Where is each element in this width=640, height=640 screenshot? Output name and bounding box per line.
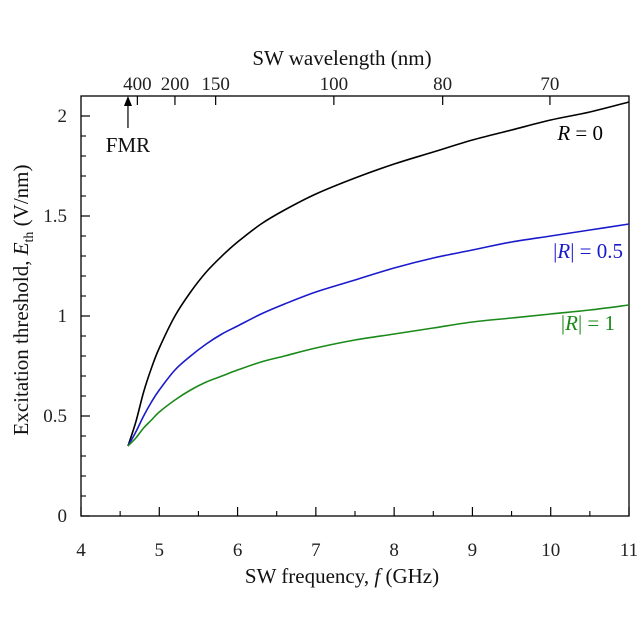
top-tick-label: 150 bbox=[201, 74, 230, 95]
y-tick-label: 1 bbox=[58, 306, 68, 327]
x-tick-label: 9 bbox=[468, 540, 478, 561]
top-tick-label: 100 bbox=[320, 74, 349, 95]
plot-frame bbox=[80, 95, 630, 517]
x-tick-label: 7 bbox=[311, 540, 321, 561]
x-tick-label: 10 bbox=[541, 540, 560, 561]
top-tick-label: 400 bbox=[123, 74, 152, 95]
bottom-x-axis: 4 5 6 7 8 9 10 11 bbox=[76, 507, 638, 561]
left-y-axis: 0 0.5 1 1.5 2 bbox=[43, 106, 90, 527]
series-line-2 bbox=[127, 304, 630, 447]
series-label-r0: R = 0 bbox=[556, 121, 603, 145]
y-tick-label: 1.5 bbox=[43, 206, 67, 227]
series-label-r05: |R| = 0.5 bbox=[553, 239, 623, 263]
fmr-arrow-head bbox=[123, 96, 132, 106]
x-tick-label: 11 bbox=[620, 540, 638, 561]
series-line-0 bbox=[127, 101, 630, 447]
fmr-annotation: FMR bbox=[106, 96, 150, 157]
x-tick-label: 8 bbox=[389, 540, 399, 561]
top-tick-label: 80 bbox=[433, 74, 452, 95]
fmr-label: FMR bbox=[106, 133, 150, 157]
series-group bbox=[127, 101, 630, 447]
top-tick-label: 70 bbox=[540, 74, 559, 95]
y-tick-label: 0.5 bbox=[43, 406, 67, 427]
y-tick-label: 0 bbox=[58, 506, 68, 527]
top-wavelength-axis: 400 200 150 100 80 70 bbox=[123, 74, 559, 105]
y-axis-title: Excitation threshold, Eth (V/nm) bbox=[9, 164, 37, 435]
y-tick-label: 2 bbox=[58, 106, 68, 127]
x-axis-title: SW frequency, f (GHz) bbox=[245, 564, 439, 588]
series-label-r1: |R| = 1 bbox=[561, 311, 615, 335]
top-tick-label: 200 bbox=[161, 74, 190, 95]
x-tick-label: 6 bbox=[233, 540, 243, 561]
series-line-1 bbox=[127, 223, 630, 447]
x-tick-label: 5 bbox=[155, 540, 165, 561]
top-x-axis-title: SW wavelength (nm) bbox=[252, 46, 431, 70]
x-tick-label: 4 bbox=[76, 540, 86, 561]
